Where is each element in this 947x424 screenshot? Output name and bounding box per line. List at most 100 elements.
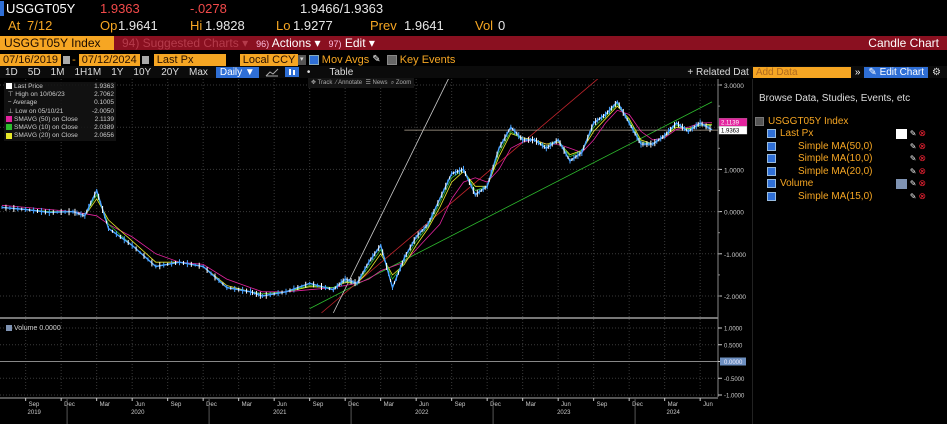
tree-item[interactable]: Simple MA(20,0) ✎ ⊗ — [753, 165, 947, 178]
tree-item[interactable]: Simple MA(10,0) ✎ ⊗ — [753, 153, 947, 166]
tree-item-label: Simple MA(20,0) — [798, 165, 873, 177]
chevron-down-icon[interactable]: ▾ — [297, 54, 306, 65]
volume-label: Vol — [475, 18, 494, 33]
candle-chart-icon[interactable] — [284, 67, 299, 77]
period-1h1m[interactable]: 1H1M — [74, 66, 102, 78]
remove-icon[interactable]: ⊗ — [918, 178, 926, 189]
mov-avgs-checkbox[interactable] — [308, 54, 319, 65]
mov-avgs-label: Mov Avgs — [321, 53, 370, 66]
calendar-icon[interactable] — [141, 55, 149, 64]
x-axis-month: Sep — [29, 402, 40, 408]
tree-item[interactable]: Simple MA(15,0) ✎ ⊗ — [753, 190, 947, 203]
tree-item[interactable]: Last Px ✎ ⊗ — [753, 128, 947, 141]
series-actions: ✎ ⊗ — [908, 141, 926, 152]
pencil-icon[interactable]: ✎ — [909, 191, 917, 201]
legend-label: Low on 05/10/21 — [15, 107, 64, 115]
remove-icon[interactable]: ⊗ — [918, 153, 926, 164]
period-20y[interactable]: 20Y — [161, 66, 180, 78]
remove-icon[interactable]: ⊗ — [918, 165, 926, 176]
series-line — [1, 105, 713, 295]
x-axis-year: 2024 — [667, 410, 681, 416]
series-checkbox[interactable] — [755, 116, 764, 126]
line-chart-icon[interactable] — [265, 67, 279, 77]
price-chart[interactable]: 3.0000 1.0000 0.0000 -1.0000 -2.0000 2.1139 1.… — [0, 79, 752, 424]
series-checkbox[interactable] — [767, 154, 776, 164]
at-label: At — [8, 18, 21, 33]
end-date-input[interactable]: 07/12/2024 — [78, 53, 140, 66]
calendar-icon[interactable] — [63, 55, 71, 64]
series-checkbox[interactable] — [767, 141, 776, 151]
currency-select[interactable]: Local CCY — [239, 53, 298, 66]
period-max[interactable]: Max — [189, 66, 208, 78]
pencil-icon[interactable]: ✎ — [909, 141, 917, 151]
volume-axis-tick: 0.0000 — [724, 360, 743, 366]
field-select[interactable]: Last Px — [153, 53, 226, 66]
series-checkbox[interactable] — [767, 179, 776, 189]
volume-axis-tick: -0.5000 — [724, 377, 745, 383]
x-axis-year: 2020 — [131, 410, 145, 416]
prev-value: 1.9641 — [404, 18, 444, 33]
annotate-button[interactable]: ⁄ Annotate — [335, 80, 363, 86]
volume-legend-value: 0.0000 — [39, 325, 61, 332]
period-1d[interactable]: 1D — [5, 66, 18, 78]
chart-legend: Last Price 1.9363 ⊤ High on 10/06/23 2.706… — [4, 82, 116, 142]
pencil-icon[interactable]: ✎ — [909, 154, 917, 164]
legend-item-high: ⊤ High on 10/06/23 2.7062 — [6, 91, 114, 99]
tree-item-label: USGGT05Y Index — [768, 115, 849, 127]
legend-value: 0.1005 — [94, 99, 114, 107]
key-events-checkbox[interactable] — [386, 54, 397, 65]
actions-menu[interactable]: 96) Actions ▾ — [256, 36, 320, 50]
x-axis-month: Dec — [348, 402, 359, 408]
period-1y[interactable]: 1Y — [111, 66, 124, 78]
period-1m[interactable]: 1M — [50, 66, 65, 78]
frequency-select[interactable]: Daily ▼ — [215, 66, 259, 78]
price-axis-tick: 0.0000 — [724, 210, 744, 217]
zoom-button[interactable]: ⌕ Zoom — [390, 80, 412, 86]
track-button[interactable]: ✥ Track — [311, 80, 333, 86]
color-swatch[interactable] — [895, 128, 907, 139]
tree-item[interactable]: Simple MA(50,0) ✎ ⊗ — [753, 140, 947, 153]
pencil-icon[interactable]: ✎ — [372, 54, 381, 65]
tree-item[interactable]: USGGT05Y Index — [753, 115, 947, 128]
data-browser-panel: Browse Data, Studies, Events, etc USGGT0… — [752, 79, 947, 424]
x-axis-year: 2019 — [28, 410, 42, 416]
series-tree: USGGT05Y Index Last Px ✎ ⊗ Simple MA(50,0) ✎ ⊗… — [753, 115, 947, 203]
more-dot-icon[interactable]: • — [306, 66, 311, 78]
tree-item[interactable]: Volume ✎ ⊗ — [753, 178, 947, 191]
start-date-input[interactable]: 07/16/2019 — [0, 53, 62, 66]
x-axis-month: Sep — [171, 402, 182, 408]
browse-data-link[interactable]: Browse Data, Studies, Events, etc — [759, 93, 911, 104]
color-swatch[interactable] — [895, 178, 907, 189]
expand-icon[interactable]: » — [854, 66, 861, 78]
series-checkbox[interactable] — [767, 166, 776, 176]
legend-swatch — [6, 116, 12, 123]
series-checkbox[interactable] — [767, 191, 776, 201]
period-5d[interactable]: 5D — [27, 66, 41, 78]
remove-icon[interactable]: ⊗ — [918, 140, 926, 151]
remove-icon[interactable]: ⊗ — [918, 190, 926, 201]
suggested-charts-menu[interactable]: 94) Suggested Charts ▾ — [122, 36, 249, 50]
pencil-icon[interactable]: ✎ — [909, 129, 917, 139]
remove-icon[interactable]: ⊗ — [918, 128, 926, 139]
pencil-icon: ✎ — [868, 66, 880, 78]
table-button[interactable]: Table — [329, 66, 354, 78]
volume-legend-label: Volume — [14, 325, 38, 332]
pencil-icon[interactable]: ✎ — [909, 179, 917, 189]
news-button[interactable]: ☰ News — [365, 80, 388, 86]
pencil-icon[interactable]: ✎ — [909, 166, 917, 176]
actions-number: 96) — [256, 39, 270, 49]
add-data-input[interactable]: Add Data — [752, 66, 851, 78]
period-toolbar: 1D 5D 1M 1H1M 1Y 10Y 20Y Max Daily ▼ • T… — [0, 66, 947, 78]
series-checkbox[interactable] — [767, 129, 776, 139]
security-field[interactable]: USGGT05Y Index — [0, 36, 114, 50]
price-axis-tick: 3.0000 — [724, 83, 744, 90]
related-data-button[interactable]: + Related Dat — [687, 66, 749, 78]
edit-chart-button[interactable]: ✎ Edit Chart — [864, 66, 929, 78]
news-label: News — [372, 80, 388, 86]
gear-icon[interactable]: ⚙ — [932, 66, 941, 78]
series-actions: ✎ ⊗ — [908, 191, 926, 202]
period-10y[interactable]: 10Y — [133, 66, 152, 78]
low-value: 1.9277 — [293, 18, 333, 33]
edit-menu[interactable]: 97) Edit ▾ — [329, 36, 375, 50]
series-actions: ✎ ⊗ — [908, 153, 926, 164]
